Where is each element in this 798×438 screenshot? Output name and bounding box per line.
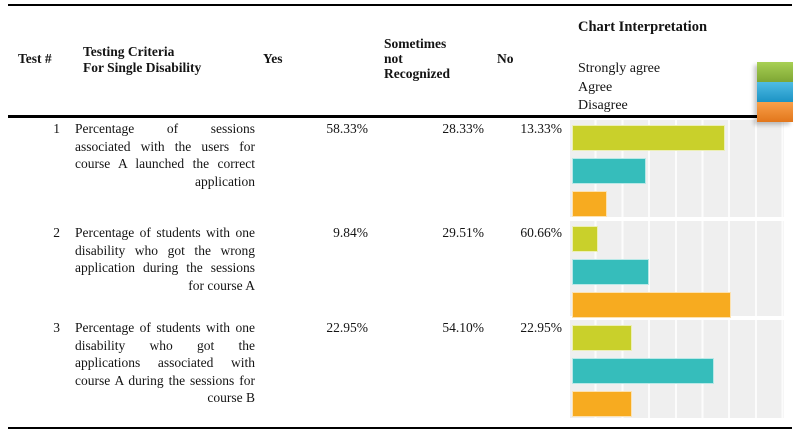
sometimes-value: 29.51% bbox=[442, 225, 484, 240]
row-bar-chart bbox=[570, 320, 784, 418]
chart-legend-swatches bbox=[757, 62, 793, 122]
no-value: 60.66% bbox=[520, 225, 562, 240]
bar-strongly-agree bbox=[572, 325, 632, 351]
bar-agree bbox=[572, 259, 649, 285]
test-number: 1 bbox=[53, 121, 60, 136]
chart-legend-title: Chart Interpretation bbox=[578, 19, 708, 35]
criteria-text: Percentage of students with one disabili… bbox=[75, 320, 255, 405]
column-header-test-number: Test # bbox=[18, 51, 52, 66]
bar-strongly-agree bbox=[572, 226, 598, 252]
bar-strongly-agree bbox=[572, 125, 725, 151]
yes-value: 58.33% bbox=[326, 121, 368, 136]
column-header-testing-criteria: Testing Criteria For Single Disability bbox=[83, 44, 202, 75]
yes-value: 22.95% bbox=[326, 320, 368, 335]
row-bar-chart bbox=[570, 120, 784, 217]
chart-legend-labels: Strongly agree Agree Disagree bbox=[578, 60, 660, 116]
bar-disagree bbox=[572, 391, 632, 417]
legend-swatch-strongly-agree bbox=[757, 62, 793, 82]
bar-disagree bbox=[572, 292, 731, 318]
yes-value: 9.84% bbox=[333, 225, 368, 240]
bottom-rule bbox=[8, 427, 792, 429]
test-number: 3 bbox=[53, 320, 60, 335]
top-rule bbox=[8, 4, 792, 6]
column-header-yes: Yes bbox=[263, 51, 283, 66]
legend-swatch-agree bbox=[757, 82, 793, 102]
column-header-no: No bbox=[497, 51, 514, 66]
column-header-sometimes-not-recognized: Sometimes not Recognized bbox=[384, 36, 450, 81]
legend-swatch-disagree bbox=[757, 102, 793, 122]
no-value: 22.95% bbox=[520, 320, 562, 335]
criteria-text: Percentage of students with one disabili… bbox=[75, 225, 255, 293]
row-bar-chart bbox=[570, 221, 784, 318]
bar-disagree bbox=[572, 191, 607, 217]
sometimes-value: 54.10% bbox=[442, 320, 484, 335]
bar-agree bbox=[572, 158, 646, 184]
no-value: 13.33% bbox=[520, 121, 562, 136]
legend-label: Disagree bbox=[578, 98, 628, 113]
bar-agree bbox=[572, 358, 714, 384]
test-number: 2 bbox=[53, 225, 60, 240]
legend-label: Agree bbox=[578, 79, 613, 95]
sometimes-value: 28.33% bbox=[442, 121, 484, 136]
criteria-text: Percentage of sessions associated with t… bbox=[75, 121, 255, 189]
legend-label: Strongly agree bbox=[578, 61, 661, 76]
header-rule bbox=[8, 115, 792, 118]
